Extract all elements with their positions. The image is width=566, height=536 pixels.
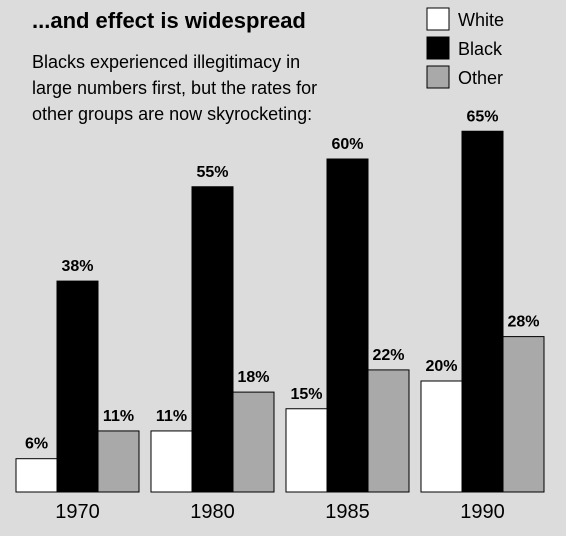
value-label-black-1970: 38%	[61, 258, 93, 275]
bar-other-1980	[232, 391, 275, 493]
legend: White Black Other	[426, 7, 504, 89]
value-label-black-1985: 60%	[331, 136, 363, 153]
legend-item-white: White	[426, 7, 504, 31]
value-label-other-1980: 18%	[237, 369, 269, 386]
bar-black-1990	[461, 130, 504, 493]
category-label-1990: 1990	[460, 501, 505, 523]
value-label-white-1970: 6%	[25, 436, 48, 453]
bars-group: 6% 38% 11% 1970 11% 55% 18% 1980 15% 60% 22% 1985 20…	[15, 108, 545, 523]
value-label-black-1990: 65%	[466, 108, 498, 125]
chart-subtitle-line-2: large numbers first, but the rates for	[32, 78, 317, 98]
bar-black-1970	[56, 280, 99, 493]
bar-other-1990	[502, 336, 545, 493]
value-label-black-1980: 55%	[196, 164, 228, 181]
legend-swatch-other	[426, 65, 450, 89]
bar-white-1980	[150, 430, 193, 493]
category-label-1980: 1980	[190, 501, 235, 523]
legend-label-black: Black	[458, 39, 503, 59]
category-label-1985: 1985	[325, 501, 370, 523]
legend-swatch-white	[426, 7, 450, 31]
legend-label-white: White	[458, 10, 504, 30]
bar-black-1980	[191, 186, 234, 493]
bar-black-1985	[326, 158, 369, 493]
chart-subtitle-line-3: other groups are now skyrocketing:	[32, 104, 312, 124]
legend-item-black: Black	[426, 36, 503, 60]
legend-item-other: Other	[426, 65, 503, 89]
value-label-other-1970: 11%	[103, 408, 134, 425]
value-label-other-1985: 22%	[372, 347, 404, 364]
bar-white-1970	[15, 458, 58, 493]
bar-other-1985	[367, 369, 410, 493]
value-label-white-1990: 20%	[425, 358, 457, 375]
chart-title: ...and effect is widespread	[32, 8, 306, 33]
chart-subtitle-line-1: Blacks experienced illegitimacy in	[32, 52, 300, 72]
legend-label-other: Other	[458, 68, 503, 88]
bar-other-1970	[97, 430, 140, 493]
value-label-other-1990: 28%	[507, 314, 539, 331]
legend-swatch-black	[426, 36, 450, 60]
value-label-white-1980: 11%	[156, 408, 187, 425]
value-label-white-1985: 15%	[290, 386, 322, 403]
category-label-1970: 1970	[55, 501, 100, 523]
bar-white-1990	[420, 380, 463, 493]
bar-white-1985	[285, 408, 328, 493]
